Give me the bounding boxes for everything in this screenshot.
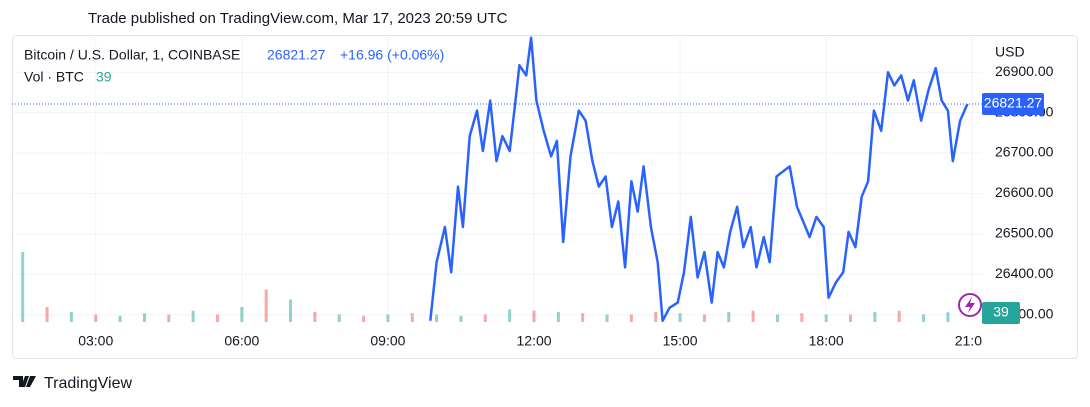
volume-bar	[532, 310, 536, 322]
legend-volume-name: Vol · BTC	[24, 69, 84, 85]
axes: 26300.0026400.0026500.0026600.0026700.00…	[12, 63, 1054, 349]
volume-bar	[727, 312, 731, 322]
x-tick-label: 21:00	[955, 333, 990, 349]
volume-bar	[21, 252, 25, 322]
volume-bar	[362, 315, 366, 322]
volume-bar	[654, 312, 658, 322]
volume-bar	[800, 313, 804, 322]
logo-icon	[13, 376, 36, 387]
volume-bar	[313, 312, 317, 322]
volume-badge	[982, 302, 1020, 324]
y-tick-label: 26700.00	[995, 144, 1054, 160]
x-tick-label: 06:00	[224, 333, 259, 349]
x-tick-label: 15:00	[663, 333, 698, 349]
volume-bar	[483, 314, 487, 322]
volume-bar	[873, 312, 877, 322]
x-tick-label: 12:00	[516, 333, 551, 349]
legend-last-price: 26821.27	[267, 47, 326, 63]
volume-bar	[556, 312, 560, 322]
volume-bar	[459, 315, 463, 322]
volume-bar	[142, 313, 146, 322]
x-tick-label: 18:00	[809, 333, 844, 349]
volume-bar	[946, 312, 950, 322]
volume-bar	[922, 314, 926, 322]
x-tick-label: 03:00	[78, 333, 113, 349]
last-price-label: 26821.27	[984, 95, 1043, 111]
volume-bar	[337, 314, 341, 322]
y-tick-label: 26900.00	[995, 63, 1054, 79]
volume-bar	[167, 314, 171, 322]
grid	[12, 35, 982, 322]
legend-volume-value: 39	[96, 69, 112, 85]
volume-bar	[435, 314, 439, 322]
volume-bar	[775, 314, 779, 322]
y-tick-label: 26500.00	[995, 225, 1054, 241]
header-title: Trade published on TradingView.com, Mar …	[88, 10, 508, 27]
price-layer	[429, 36, 969, 323]
volume-bar	[289, 299, 293, 322]
volume-bar	[629, 314, 633, 322]
y-tick-label: 26400.00	[995, 265, 1054, 281]
y-axis-label: USD	[995, 44, 1025, 60]
volume-bar	[386, 314, 390, 322]
volume-bar	[45, 307, 49, 322]
x-axis: 03:00 06:00 09:00 12:00 15:00 18:00 21:00	[78, 333, 990, 349]
volume-bar	[191, 310, 195, 322]
legend-change: +16.96 (+0.06%)	[340, 47, 444, 63]
last-price-badge	[982, 93, 1044, 116]
volume-bar	[678, 313, 682, 322]
volume-bar	[264, 289, 268, 322]
volume-bar	[508, 309, 512, 322]
chart-frame	[12, 35, 1078, 359]
volume-bar	[240, 307, 244, 322]
volume-badge-label: 39	[993, 304, 1009, 320]
volume-bar	[581, 313, 585, 322]
volume-bar	[702, 314, 706, 322]
volume-bar	[897, 310, 901, 322]
price-line	[429, 36, 969, 323]
volume-bar	[824, 314, 828, 322]
alert-bolt	[965, 297, 975, 313]
volume-bar	[605, 314, 609, 322]
volume-bar	[849, 314, 853, 322]
y-tick-label: 26600.00	[995, 184, 1054, 200]
x-tick-label: 09:00	[370, 333, 405, 349]
volume-bar	[118, 315, 122, 322]
volume-bar	[69, 312, 73, 322]
volume-layer	[21, 252, 950, 322]
volume-bar	[410, 313, 414, 322]
volume-bar	[94, 314, 98, 322]
footer-brand: TradingView	[44, 375, 132, 392]
volume-bar	[215, 314, 219, 322]
volume-bar	[751, 310, 755, 322]
legend-symbol: Bitcoin / U.S. Dollar, 1, COINBASE	[24, 47, 240, 63]
